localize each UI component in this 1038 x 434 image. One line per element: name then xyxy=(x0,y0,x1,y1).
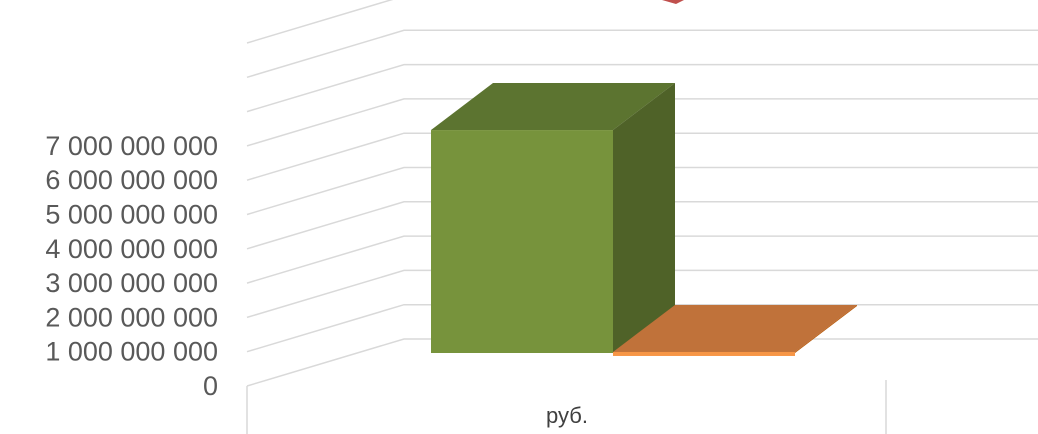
y-tick-label: 3 000 000 000 xyxy=(45,268,218,298)
bar-side xyxy=(795,304,857,353)
gridline xyxy=(246,166,1038,216)
bar-top xyxy=(431,83,675,131)
y-axis-ticks: 0 1 000 000 000 2 000 000 000 3 000 000 000… xyxy=(45,131,218,401)
gridline xyxy=(246,0,394,44)
bar xyxy=(613,351,795,356)
y-tick-label: 1 000 000 000 xyxy=(45,337,218,367)
floor-line xyxy=(246,338,1038,387)
gridline xyxy=(246,63,1038,113)
gridline xyxy=(246,29,1038,79)
cropped-shape xyxy=(662,0,684,4)
y-tick-label: 6 000 000 000 xyxy=(45,165,218,195)
gridline xyxy=(246,132,1038,181)
gridlines xyxy=(246,0,1038,353)
bar-side xyxy=(613,83,675,354)
gridline xyxy=(246,98,1038,147)
bars xyxy=(431,83,857,356)
bar xyxy=(431,130,613,353)
gridline xyxy=(246,303,1038,353)
y-tick-label: 0 xyxy=(203,371,218,401)
gridline xyxy=(246,269,1038,319)
gridline xyxy=(246,201,1038,250)
axis xyxy=(246,0,1038,434)
y-tick-label: 4 000 000 000 xyxy=(45,234,218,264)
y-tick-label: 7 000 000 000 xyxy=(45,131,218,161)
category-label: руб. xyxy=(546,403,588,428)
y-tick-label: 2 000 000 000 xyxy=(45,302,218,332)
gridline xyxy=(246,235,1038,284)
y-tick-label: 5 000 000 000 xyxy=(45,200,218,230)
bar-top xyxy=(613,304,857,352)
